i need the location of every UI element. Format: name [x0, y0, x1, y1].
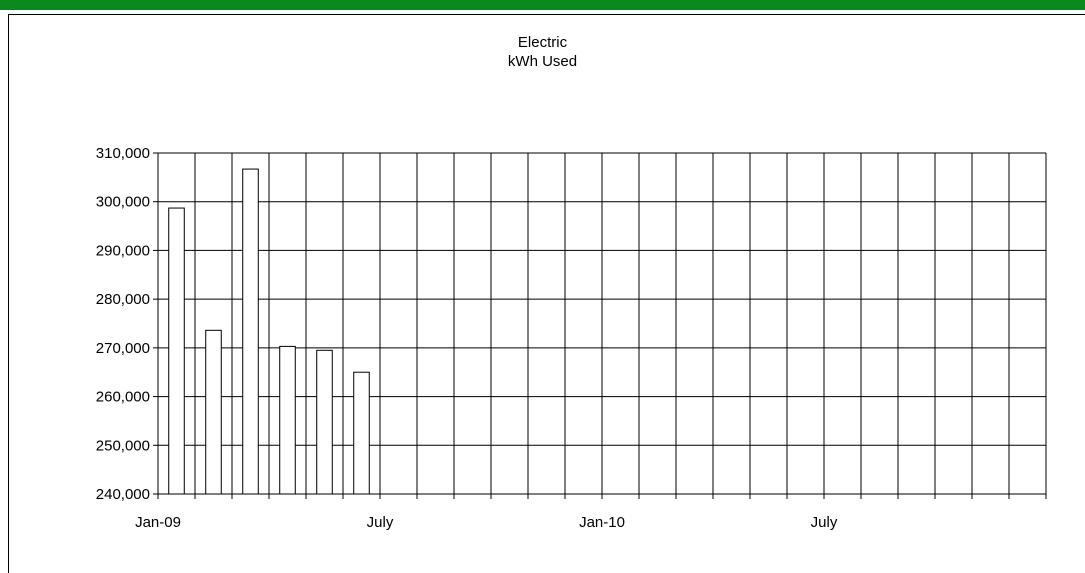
x-tick-label: Jan-10	[579, 514, 625, 531]
bar-2009-03	[242, 168, 259, 495]
x-tick-label: July	[811, 514, 838, 531]
y-tick-label: 300,000	[96, 194, 150, 211]
y-tick-label: 270,000	[96, 340, 150, 357]
chart-subtitle: kWh Used	[507, 53, 578, 70]
bars	[168, 168, 370, 495]
x-tick-label: Jan-09	[135, 514, 181, 531]
y-tick-label: 310,000	[96, 145, 150, 162]
x-tick-label: July	[367, 514, 394, 531]
bar-2009-02	[205, 329, 222, 495]
chart-frame	[8, 14, 1085, 573]
y-tick-label: 280,000	[96, 291, 150, 308]
y-tick-label: 250,000	[96, 437, 150, 454]
grid-lines	[158, 152, 1047, 494]
y-tick-label: 260,000	[96, 389, 150, 406]
top-accent-bar	[0, 0, 1085, 10]
y-tick-label: 240,000	[96, 486, 150, 503]
chart-title: Electric	[517, 34, 568, 51]
bar-2009-01	[168, 207, 185, 495]
y-tick-label: 290,000	[96, 242, 150, 259]
bar-2009-05	[316, 349, 333, 495]
tick-labels: 240,000 250,000 260,000 270,000 280,000 290,0…	[96, 145, 838, 531]
bar-2009-06	[353, 371, 370, 495]
bar-2009-04	[279, 345, 296, 495]
axes	[153, 152, 1047, 499]
chart-title-block: Electric kWh Used	[0, 33, 1085, 71]
